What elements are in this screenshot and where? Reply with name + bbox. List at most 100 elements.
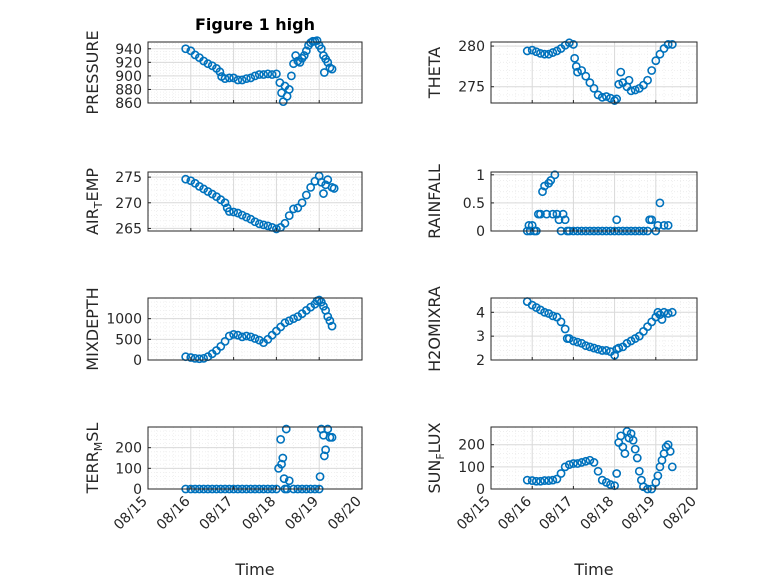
data-point bbox=[614, 79, 624, 89]
data-point bbox=[233, 75, 243, 85]
axes-box bbox=[147, 41, 363, 104]
axes-box bbox=[147, 426, 363, 490]
data-point bbox=[263, 221, 273, 231]
data-point bbox=[569, 40, 578, 49]
data-point bbox=[612, 469, 622, 478]
data-point bbox=[573, 337, 582, 347]
data-point bbox=[277, 459, 286, 469]
data-point bbox=[229, 207, 238, 217]
data-point bbox=[536, 476, 545, 486]
data-point bbox=[315, 472, 325, 481]
y-tick-label: 200 bbox=[458, 438, 485, 454]
data-point bbox=[601, 346, 611, 355]
y-tick-label: 0 bbox=[476, 482, 485, 498]
data-point bbox=[289, 314, 298, 324]
data-point bbox=[540, 49, 549, 59]
data-point bbox=[267, 70, 277, 79]
data-point bbox=[229, 73, 238, 83]
y-tick-label: 860 bbox=[115, 96, 142, 112]
subplot-rainfall: 0 0.5 1 RAINFALL bbox=[425, 164, 698, 240]
x-tick-label: 08/19 bbox=[282, 494, 322, 534]
y-tick-label: 4 bbox=[476, 305, 485, 321]
data-point bbox=[327, 321, 337, 331]
axes-box bbox=[490, 426, 698, 490]
y-tick-label: 500 bbox=[115, 332, 142, 348]
data-point bbox=[190, 353, 200, 363]
data-point bbox=[639, 326, 648, 336]
data-point bbox=[663, 40, 673, 49]
y-axis-label-subscript: F bbox=[434, 453, 447, 459]
data-point bbox=[542, 209, 552, 219]
data-point bbox=[653, 471, 663, 481]
data-point bbox=[659, 307, 669, 317]
y-axis-label-part: SUN bbox=[425, 460, 444, 494]
data-point bbox=[536, 209, 545, 219]
subplot-terr-msl: 0 100 200 TERRMSL 08/15 08/16 08/17 08/18 08/19 0… bbox=[83, 423, 365, 579]
data-point bbox=[663, 309, 673, 318]
data-point bbox=[653, 220, 663, 230]
y-axis-label: TERRMSL bbox=[83, 423, 105, 495]
data-point bbox=[312, 36, 322, 46]
data-point bbox=[577, 458, 587, 467]
data-point bbox=[199, 353, 209, 363]
data-point bbox=[632, 453, 642, 463]
data-point bbox=[297, 198, 307, 208]
data-point bbox=[323, 424, 333, 434]
data-point bbox=[556, 317, 566, 327]
data-point bbox=[254, 219, 264, 229]
data-point bbox=[531, 47, 541, 57]
data-point bbox=[271, 224, 281, 234]
y-tick-label: 280 bbox=[458, 39, 485, 55]
data-point bbox=[186, 176, 196, 186]
data-point bbox=[647, 66, 657, 75]
y-axis-label-part: EMP bbox=[83, 168, 102, 202]
x-tick-label: 08/15 bbox=[454, 494, 494, 534]
x-tick-label: 08/17 bbox=[197, 494, 237, 534]
data-point bbox=[186, 353, 196, 362]
x-tick-label: 08/15 bbox=[111, 494, 151, 534]
data-point bbox=[585, 78, 595, 88]
data-point bbox=[538, 187, 547, 197]
x-axis-label: Time bbox=[234, 560, 274, 579]
data-point bbox=[215, 67, 225, 77]
x-tick-label: 08/18 bbox=[578, 494, 618, 534]
data-point bbox=[280, 318, 290, 328]
data-point bbox=[329, 184, 339, 193]
data-point bbox=[616, 67, 626, 77]
data-point bbox=[250, 71, 260, 81]
data-point bbox=[263, 69, 273, 79]
data-point bbox=[522, 46, 532, 56]
data-point bbox=[540, 307, 549, 317]
y-tick-label: 3 bbox=[476, 329, 485, 345]
data-point bbox=[634, 466, 644, 476]
data-point bbox=[548, 209, 558, 219]
x-tick-label: 08/20 bbox=[660, 494, 700, 534]
data-point bbox=[284, 85, 294, 94]
minor-grid bbox=[148, 297, 362, 361]
data-point bbox=[531, 476, 541, 486]
data-point bbox=[653, 307, 663, 317]
y-tick-label: 940 bbox=[115, 42, 142, 58]
data-point bbox=[569, 336, 578, 346]
data-point bbox=[626, 86, 636, 96]
data-point bbox=[564, 38, 574, 48]
y-tick-label: 100 bbox=[115, 461, 142, 477]
data-point bbox=[546, 176, 556, 185]
data-point bbox=[663, 220, 673, 230]
data-point bbox=[548, 475, 558, 485]
data-point bbox=[325, 316, 335, 326]
data-series bbox=[522, 297, 677, 360]
y-tick-label: 100 bbox=[458, 460, 485, 476]
data-point bbox=[606, 480, 615, 489]
x-tick-label: 08/18 bbox=[239, 494, 279, 534]
data-point bbox=[585, 342, 595, 352]
data-point bbox=[628, 435, 638, 445]
data-point bbox=[276, 434, 286, 444]
data-point bbox=[616, 431, 626, 441]
data-point bbox=[573, 67, 582, 77]
data-point bbox=[242, 74, 251, 83]
y-axis-label: MIXDEPTH bbox=[83, 287, 102, 370]
data-point bbox=[620, 449, 630, 458]
data-point bbox=[597, 92, 607, 102]
y-tick-label: 275 bbox=[115, 170, 142, 186]
